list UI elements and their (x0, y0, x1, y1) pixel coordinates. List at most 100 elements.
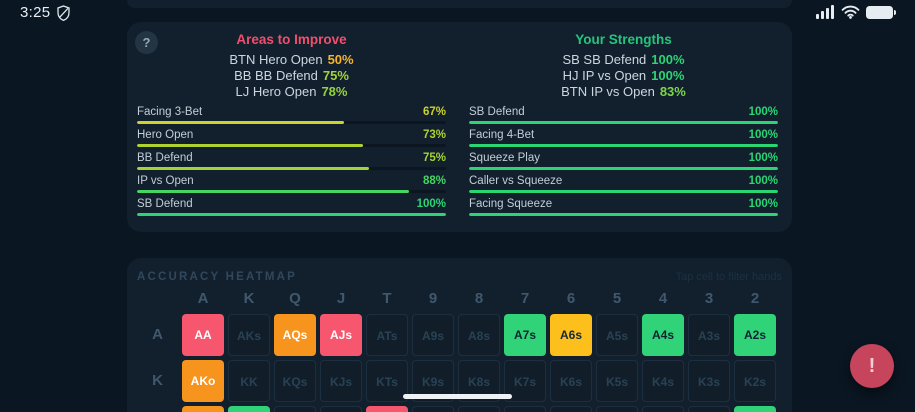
progress-value: 67% (422, 106, 446, 118)
accuracy-heatmap-card: ACCURACY HEATMAP Tap cell to filter hand… (127, 258, 792, 412)
heatmap-cell-QTs[interactable]: QTs (366, 406, 408, 412)
progress-row: Caller vs Squeeze 100% (469, 175, 778, 193)
progress-value: 100% (748, 175, 778, 187)
heatmap-cell-AQs[interactable]: AQs (274, 314, 316, 356)
heatmap-cell-QQ[interactable]: QQ (274, 406, 316, 412)
your-strengths-list: SB SB Defend 100% HJ IP vs Open 100% BTN IP … (469, 52, 778, 100)
progress-label: Hero Open (137, 129, 194, 141)
heatmap-cell-K6s[interactable]: K6s (550, 360, 592, 402)
heatmap-cell-K2s[interactable]: K2s (734, 360, 776, 402)
heatmap-col-header: 8 (474, 290, 484, 307)
summary-item-label: LJ Hero Open (235, 84, 317, 99)
progress-value: 100% (748, 198, 778, 210)
progress-label: Caller vs Squeeze (469, 175, 563, 187)
progress-row-line: Facing 4-Bet 100% (469, 129, 778, 142)
progress-fill (137, 167, 369, 170)
progress-row: IP vs Open 88% (137, 175, 446, 193)
heatmap-cell-KTs[interactable]: KTs (366, 360, 408, 402)
progress-row-line: SB Defend 100% (469, 106, 778, 119)
heatmap-cell-KJs[interactable]: KJs (320, 360, 362, 402)
progress-label: Facing 4-Bet (469, 129, 535, 141)
heatmap-cell-KQo[interactable]: KQo (228, 406, 270, 412)
heatmap-cell-QJs[interactable]: QJs (320, 406, 362, 412)
heatmap-row-label: K (152, 372, 163, 389)
heatmap-cell-A3s[interactable]: A3s (688, 314, 730, 356)
heatmap-cell-AKo[interactable]: AKo (182, 360, 224, 402)
progress-fill (137, 190, 409, 193)
heatmap-cell-AKs[interactable]: AKs (228, 314, 270, 356)
heatmap-cell-Q3s[interactable]: Q3s (688, 406, 730, 412)
progress-track (137, 213, 446, 216)
heatmap-cell-AJs[interactable]: AJs (320, 314, 362, 356)
heatmap-cell-Q4s[interactable]: Q4s (642, 406, 684, 412)
progress-row: SB Defend 100% (469, 106, 778, 124)
status-time: 3:25 (20, 4, 51, 21)
heatmap-cell-AQo[interactable]: AQo (182, 406, 224, 412)
heatmap-cell-K7s[interactable]: K7s (504, 360, 546, 402)
heatmap-col-header: J (336, 290, 346, 307)
progress-row-line: Hero Open 73% (137, 129, 446, 142)
heatmap-cell-Q2s[interactable]: Q2s (734, 406, 776, 412)
heatmap-cell-ATs[interactable]: ATs (366, 314, 408, 356)
summary-item-value: 78% (321, 84, 348, 99)
progress-fill (137, 144, 363, 147)
progress-track (137, 190, 446, 193)
progress-value: 100% (748, 106, 778, 118)
heatmap-cell-Q7s[interactable]: Q7s (504, 406, 546, 412)
progress-row-line: Facing Squeeze 100% (469, 198, 778, 211)
alert-fab[interactable]: ! (850, 344, 894, 388)
shield-icon (57, 4, 71, 21)
progress-row-line: Caller vs Squeeze 100% (469, 175, 778, 188)
heatmap-cell-A4s[interactable]: A4s (642, 314, 684, 356)
summary-item: LJ Hero Open 78% (137, 84, 446, 100)
heatmap-cell-A8s[interactable]: A8s (458, 314, 500, 356)
heatmap-cell-A9s[interactable]: A9s (412, 314, 454, 356)
heatmap-cell-AA[interactable]: AA (182, 314, 224, 356)
progress-track (137, 144, 446, 147)
areas-to-improve-section: Areas to Improve BTN Hero Open 50% BB BB D… (137, 32, 446, 100)
heatmap-corner (137, 291, 178, 307)
progress-row-line: Squeeze Play 100% (469, 152, 778, 165)
progress-value: 75% (422, 152, 446, 164)
progress-row: Squeeze Play 100% (469, 152, 778, 170)
summary-item-label: BTN Hero Open (229, 52, 323, 67)
progress-row-line: BB Defend 75% (137, 152, 446, 165)
help-button[interactable]: ? (135, 31, 158, 54)
heatmap-cell-A7s[interactable]: A7s (504, 314, 546, 356)
progress-value: 73% (422, 129, 446, 141)
progress-value: 100% (748, 129, 778, 141)
heatmap-cell-Q6s[interactable]: Q6s (550, 406, 592, 412)
heatmap-cell-KK[interactable]: KK (228, 360, 270, 402)
heatmap-cell-A6s[interactable]: A6s (550, 314, 592, 356)
progress-track (469, 121, 778, 124)
summary-item: BTN IP vs Open 83% (469, 84, 778, 100)
heatmap-cell-K4s[interactable]: K4s (642, 360, 684, 402)
heatmap-cell-Q5s[interactable]: Q5s (596, 406, 638, 412)
heatmap-col-header: 7 (520, 290, 530, 307)
heatmap-cell-A5s[interactable]: A5s (596, 314, 638, 356)
progress-fill (469, 144, 778, 147)
heatmap-col-header: 6 (566, 290, 576, 307)
heatmap-cell-K3s[interactable]: K3s (688, 360, 730, 402)
heatmap-cell-Q9s[interactable]: Q9s (412, 406, 454, 412)
summary-item-value: 100% (651, 68, 685, 83)
your-strengths-section: Your Strengths SB SB Defend 100% HJ IP vs … (469, 32, 778, 100)
heatmap-cell-Q8s[interactable]: Q8s (458, 406, 500, 412)
progress-track (137, 121, 446, 124)
progress-value: 88% (422, 175, 446, 187)
heatmap-col-header: Q (289, 290, 301, 307)
heatmap-cell-A2s[interactable]: A2s (734, 314, 776, 356)
summary-item-label: BTN IP vs Open (561, 84, 655, 99)
heatmap-cell-KQs[interactable]: KQs (274, 360, 316, 402)
progress-label: SB Defend (469, 106, 525, 118)
heatmap-row-label: A (152, 326, 163, 343)
progress-fill (137, 121, 345, 124)
home-indicator[interactable] (403, 394, 512, 399)
summary-item: BB BB Defend 75% (137, 68, 446, 84)
summary-item-value: 83% (659, 84, 686, 99)
summary-item: SB SB Defend 100% (469, 52, 778, 68)
heatmap-col-header: 2 (750, 290, 760, 307)
heatmap-col-header: A (197, 290, 209, 307)
heatmap-cell-K5s[interactable]: K5s (596, 360, 638, 402)
progress-row: Facing 4-Bet 100% (469, 129, 778, 147)
